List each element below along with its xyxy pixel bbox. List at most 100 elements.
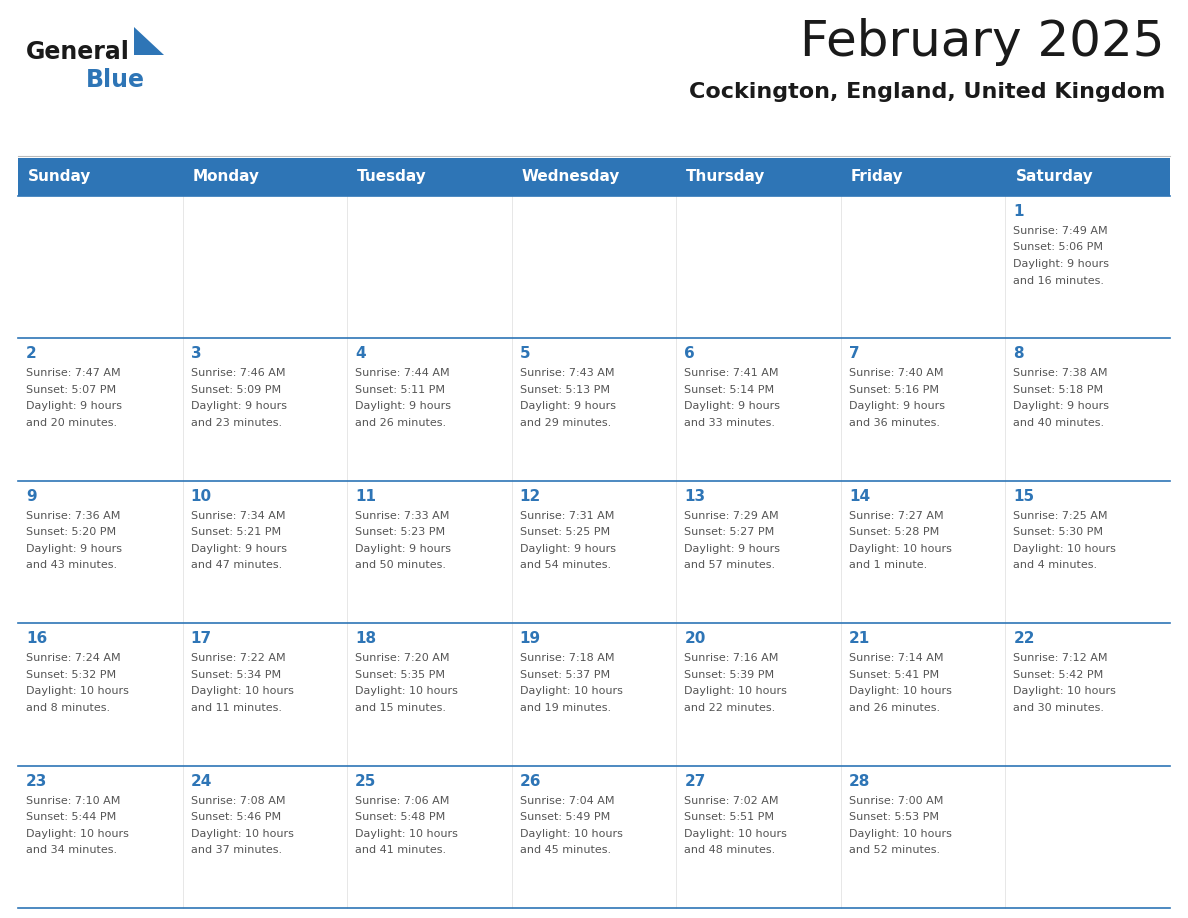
Text: Sunrise: 7:24 AM: Sunrise: 7:24 AM — [26, 654, 121, 663]
Text: Sunset: 5:42 PM: Sunset: 5:42 PM — [1013, 670, 1104, 679]
Bar — [676, 481, 841, 623]
Bar — [841, 766, 1005, 908]
Text: and 57 minutes.: and 57 minutes. — [684, 560, 776, 570]
Bar — [1005, 766, 1170, 908]
Text: Sunset: 5:14 PM: Sunset: 5:14 PM — [684, 385, 775, 395]
Text: Saturday: Saturday — [1016, 170, 1093, 185]
Text: Sunset: 5:28 PM: Sunset: 5:28 PM — [849, 527, 939, 537]
Bar — [18, 196, 183, 339]
Text: and 33 minutes.: and 33 minutes. — [684, 418, 776, 428]
Bar — [347, 196, 512, 339]
Bar — [1005, 196, 1170, 339]
Text: Sunset: 5:30 PM: Sunset: 5:30 PM — [1013, 527, 1104, 537]
Text: 4: 4 — [355, 346, 366, 362]
Text: Sunrise: 7:00 AM: Sunrise: 7:00 AM — [849, 796, 943, 806]
Text: Sunset: 5:32 PM: Sunset: 5:32 PM — [26, 670, 116, 679]
Text: Sunrise: 7:08 AM: Sunrise: 7:08 AM — [190, 796, 285, 806]
Text: 17: 17 — [190, 632, 211, 646]
Text: Sunrise: 7:38 AM: Sunrise: 7:38 AM — [1013, 368, 1108, 378]
Text: Sunset: 5:21 PM: Sunset: 5:21 PM — [190, 527, 280, 537]
Text: Sunrise: 7:36 AM: Sunrise: 7:36 AM — [26, 510, 120, 521]
Text: 25: 25 — [355, 774, 377, 789]
Text: Daylight: 10 hours: Daylight: 10 hours — [519, 686, 623, 696]
Text: Sunset: 5:39 PM: Sunset: 5:39 PM — [684, 670, 775, 679]
Bar — [347, 623, 512, 766]
Text: Sunrise: 7:18 AM: Sunrise: 7:18 AM — [519, 654, 614, 663]
Text: 6: 6 — [684, 346, 695, 362]
Bar — [676, 623, 841, 766]
Text: Daylight: 10 hours: Daylight: 10 hours — [355, 829, 459, 839]
Text: Sunrise: 7:44 AM: Sunrise: 7:44 AM — [355, 368, 450, 378]
Text: Daylight: 10 hours: Daylight: 10 hours — [355, 686, 459, 696]
Text: 7: 7 — [849, 346, 859, 362]
Text: Daylight: 10 hours: Daylight: 10 hours — [1013, 543, 1117, 554]
Text: and 1 minute.: and 1 minute. — [849, 560, 927, 570]
Bar — [183, 623, 347, 766]
Text: Sunset: 5:41 PM: Sunset: 5:41 PM — [849, 670, 939, 679]
Text: Daylight: 9 hours: Daylight: 9 hours — [355, 543, 451, 554]
Bar — [676, 339, 841, 481]
Bar — [347, 481, 512, 623]
Text: Sunrise: 7:10 AM: Sunrise: 7:10 AM — [26, 796, 120, 806]
Text: Daylight: 9 hours: Daylight: 9 hours — [190, 543, 286, 554]
Text: Sunset: 5:09 PM: Sunset: 5:09 PM — [190, 385, 280, 395]
Text: and 4 minutes.: and 4 minutes. — [1013, 560, 1098, 570]
Text: and 11 minutes.: and 11 minutes. — [190, 702, 282, 712]
Text: Daylight: 10 hours: Daylight: 10 hours — [26, 686, 128, 696]
Bar — [841, 339, 1005, 481]
Bar — [1005, 339, 1170, 481]
Text: Daylight: 10 hours: Daylight: 10 hours — [190, 829, 293, 839]
Bar — [18, 481, 183, 623]
Bar — [18, 766, 183, 908]
Text: Sunset: 5:48 PM: Sunset: 5:48 PM — [355, 812, 446, 823]
Text: Daylight: 10 hours: Daylight: 10 hours — [684, 686, 788, 696]
Text: Sunset: 5:34 PM: Sunset: 5:34 PM — [190, 670, 280, 679]
Text: and 22 minutes.: and 22 minutes. — [684, 702, 776, 712]
Text: 20: 20 — [684, 632, 706, 646]
Text: and 37 minutes.: and 37 minutes. — [190, 845, 282, 855]
Text: Sunset: 5:07 PM: Sunset: 5:07 PM — [26, 385, 116, 395]
Text: Daylight: 10 hours: Daylight: 10 hours — [190, 686, 293, 696]
Text: Sunrise: 7:02 AM: Sunrise: 7:02 AM — [684, 796, 779, 806]
Text: Sunrise: 7:40 AM: Sunrise: 7:40 AM — [849, 368, 943, 378]
Text: Daylight: 9 hours: Daylight: 9 hours — [684, 543, 781, 554]
Text: 16: 16 — [26, 632, 48, 646]
Text: 22: 22 — [1013, 632, 1035, 646]
Text: Daylight: 9 hours: Daylight: 9 hours — [355, 401, 451, 411]
Text: Friday: Friday — [851, 170, 904, 185]
Text: 27: 27 — [684, 774, 706, 789]
Text: 10: 10 — [190, 488, 211, 504]
Text: Daylight: 10 hours: Daylight: 10 hours — [519, 829, 623, 839]
Text: Sunrise: 7:29 AM: Sunrise: 7:29 AM — [684, 510, 779, 521]
Text: Sunrise: 7:20 AM: Sunrise: 7:20 AM — [355, 654, 449, 663]
Text: and 19 minutes.: and 19 minutes. — [519, 702, 611, 712]
Text: 11: 11 — [355, 488, 377, 504]
Text: Daylight: 10 hours: Daylight: 10 hours — [849, 543, 952, 554]
Text: and 23 minutes.: and 23 minutes. — [190, 418, 282, 428]
Text: Daylight: 9 hours: Daylight: 9 hours — [1013, 401, 1110, 411]
Text: and 26 minutes.: and 26 minutes. — [849, 702, 940, 712]
Text: Sunset: 5:49 PM: Sunset: 5:49 PM — [519, 812, 609, 823]
Text: Daylight: 10 hours: Daylight: 10 hours — [849, 686, 952, 696]
Text: 23: 23 — [26, 774, 48, 789]
Text: and 43 minutes.: and 43 minutes. — [26, 560, 118, 570]
Text: Sunset: 5:23 PM: Sunset: 5:23 PM — [355, 527, 446, 537]
Text: 3: 3 — [190, 346, 201, 362]
Bar — [512, 623, 676, 766]
Text: Sunrise: 7:46 AM: Sunrise: 7:46 AM — [190, 368, 285, 378]
Text: 5: 5 — [519, 346, 530, 362]
Text: and 40 minutes.: and 40 minutes. — [1013, 418, 1105, 428]
Text: Daylight: 10 hours: Daylight: 10 hours — [1013, 686, 1117, 696]
Text: Sunrise: 7:22 AM: Sunrise: 7:22 AM — [190, 654, 285, 663]
Bar — [512, 766, 676, 908]
Text: Sunrise: 7:43 AM: Sunrise: 7:43 AM — [519, 368, 614, 378]
Bar — [676, 196, 841, 339]
Text: 18: 18 — [355, 632, 377, 646]
Text: and 16 minutes.: and 16 minutes. — [1013, 275, 1105, 285]
Text: Thursday: Thursday — [687, 170, 765, 185]
Text: 26: 26 — [519, 774, 542, 789]
Text: Sunset: 5:25 PM: Sunset: 5:25 PM — [519, 527, 609, 537]
Text: Sunset: 5:18 PM: Sunset: 5:18 PM — [1013, 385, 1104, 395]
Text: Blue: Blue — [86, 68, 145, 92]
Text: and 8 minutes.: and 8 minutes. — [26, 702, 110, 712]
